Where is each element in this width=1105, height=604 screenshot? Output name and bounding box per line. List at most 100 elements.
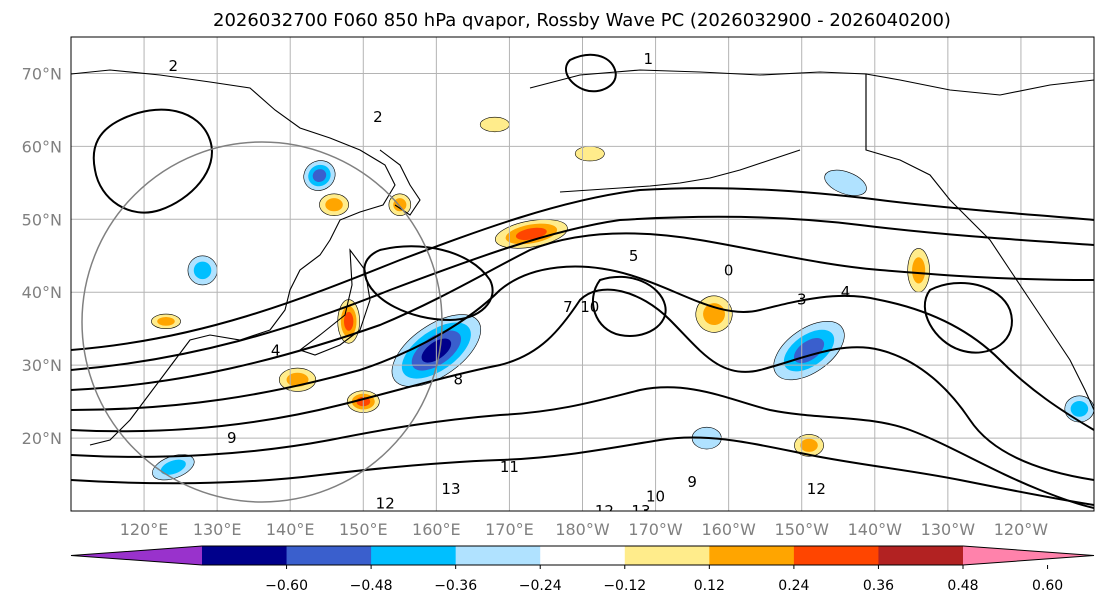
contour-line-5 — [71, 288, 1094, 481]
contour-label: 1 — [643, 50, 653, 68]
chart-title: 2026032700 F060 850 hPa qvapor, Rossby W… — [213, 10, 951, 31]
lat-label: 60°N — [22, 137, 62, 156]
anomaly-level — [160, 459, 186, 475]
colorbar-extend-low — [71, 546, 202, 565]
colorbar-segment — [455, 546, 541, 565]
colorbar-segment — [624, 546, 710, 565]
contour-label: 12 — [595, 502, 614, 520]
contour-label: 13 — [441, 480, 460, 498]
anomaly-level — [1070, 401, 1089, 417]
colorbar-tick-label: −0.60 — [265, 578, 308, 594]
contour-label: 13 — [631, 502, 650, 520]
colorbar-segment — [878, 546, 964, 565]
contour-line-3 — [71, 232, 1094, 391]
contour-line-12 — [363, 245, 494, 322]
map-frame — [70, 36, 1095, 512]
contour-label: 5 — [629, 247, 639, 265]
rossby-wave-circle — [81, 141, 443, 503]
coastline-arctic — [865, 73, 1094, 96]
coastline-kamchatka — [379, 149, 421, 216]
colorbar-tick-label: 0.60 — [1032, 578, 1063, 594]
contour-label: 10 — [646, 487, 665, 505]
colorbar-ticks: −0.60 −0.48 −0.36 −0.24 −0.12 0.12 0.24 0.36 0.4… — [265, 565, 1063, 594]
anomaly-patch — [151, 313, 181, 329]
coastline-east-asia — [71, 69, 396, 446]
contour-line-10 — [591, 275, 667, 337]
lat-label: 70°N — [22, 64, 62, 83]
longitude-labels: 120°E 130°E 140°E 150°E 160°E 170°E 180°W 170°W… — [120, 520, 1049, 539]
anomaly-level — [193, 261, 212, 280]
colorbar-tick-label: −0.48 — [350, 578, 393, 594]
contour-line-8 — [92, 108, 213, 214]
colorbar-tick-label: −0.36 — [434, 578, 477, 594]
contour-line-11 — [923, 282, 1013, 354]
anomaly-level — [515, 227, 547, 241]
contour-label: 2 — [373, 108, 383, 126]
contour-label: 2 — [169, 57, 179, 75]
colorbar-segment — [202, 546, 288, 565]
contour-line-4 — [71, 265, 1094, 431]
lon-label: 130°E — [193, 520, 242, 539]
latitude-labels: 70°N 60°N 50°N 40°N 30°N 20°N — [22, 64, 62, 448]
colorbar-tick-label: −0.12 — [603, 578, 646, 594]
lon-label: 170°E — [485, 520, 534, 539]
anomaly-level — [286, 372, 309, 387]
anomaly-level — [824, 169, 867, 196]
colorbar-segment — [371, 546, 457, 565]
contour-label: 8 — [454, 371, 464, 389]
contour-label: 3 — [797, 291, 807, 309]
lon-label: 160°E — [412, 520, 461, 539]
anomaly-patch — [319, 193, 349, 216]
lon-label: 160°W — [701, 520, 756, 539]
colorbar-segment — [540, 546, 626, 565]
anomaly-level — [574, 146, 605, 162]
colorbar-segments — [70, 545, 1095, 566]
anomaly-patch — [479, 116, 510, 133]
colorbar-segment — [286, 546, 372, 565]
lon-label: 170°W — [628, 520, 683, 539]
lon-label: 150°W — [775, 520, 830, 539]
contour-label: 10 — [580, 298, 599, 316]
colorbar-tick-label: 0.48 — [947, 578, 978, 594]
lon-label: 120°E — [120, 520, 169, 539]
lon-label: 140°E — [266, 520, 315, 539]
contour-line-1 — [71, 187, 1094, 351]
colorbar-outline — [70, 545, 1095, 566]
lat-label: 40°N — [22, 283, 62, 302]
anomaly-level — [912, 257, 926, 284]
contour-line-2 — [71, 215, 1094, 371]
coastline-layer — [71, 69, 1094, 446]
colorbar-tick-label: 0.12 — [694, 578, 725, 594]
colorbar: −0.60 −0.48 −0.36 −0.24 −0.12 0.12 0.24 0.36 0.4… — [70, 545, 1095, 594]
colorbar-tick-label: 0.24 — [778, 578, 809, 594]
lon-label: 180°W — [555, 520, 610, 539]
contour-label: 11 — [500, 458, 519, 476]
coastline-aleutians — [559, 149, 801, 193]
contour-label: 12 — [807, 480, 826, 498]
anomaly-level — [343, 312, 354, 331]
lon-label: 140°W — [848, 520, 903, 539]
contour-label: 9 — [227, 429, 237, 447]
lon-label: 130°W — [921, 520, 976, 539]
colorbar-extend-high — [963, 546, 1094, 565]
colorbar-segment — [793, 546, 879, 565]
anomaly-level — [325, 198, 343, 212]
lat-label: 50°N — [22, 210, 62, 229]
contour-label: 9 — [687, 473, 697, 491]
anomaly-level — [157, 317, 175, 326]
anomaly-patch — [574, 146, 605, 162]
contour-label: 4 — [271, 342, 281, 360]
lon-label: 150°E — [339, 520, 388, 539]
anomaly-level — [800, 438, 818, 452]
contour-line-6 — [71, 386, 1094, 509]
anomaly-patch — [824, 169, 867, 196]
anomaly-level — [479, 116, 510, 133]
anomaly-patch — [907, 248, 930, 293]
colorbar-segment — [709, 546, 795, 565]
contour-label: 4 — [841, 283, 851, 301]
anomaly-patch — [303, 160, 336, 191]
contour-labels: 212115034710481113121213109123139 — [169, 50, 851, 520]
lat-label: 20°N — [22, 429, 62, 448]
anomaly-patch — [187, 255, 218, 286]
